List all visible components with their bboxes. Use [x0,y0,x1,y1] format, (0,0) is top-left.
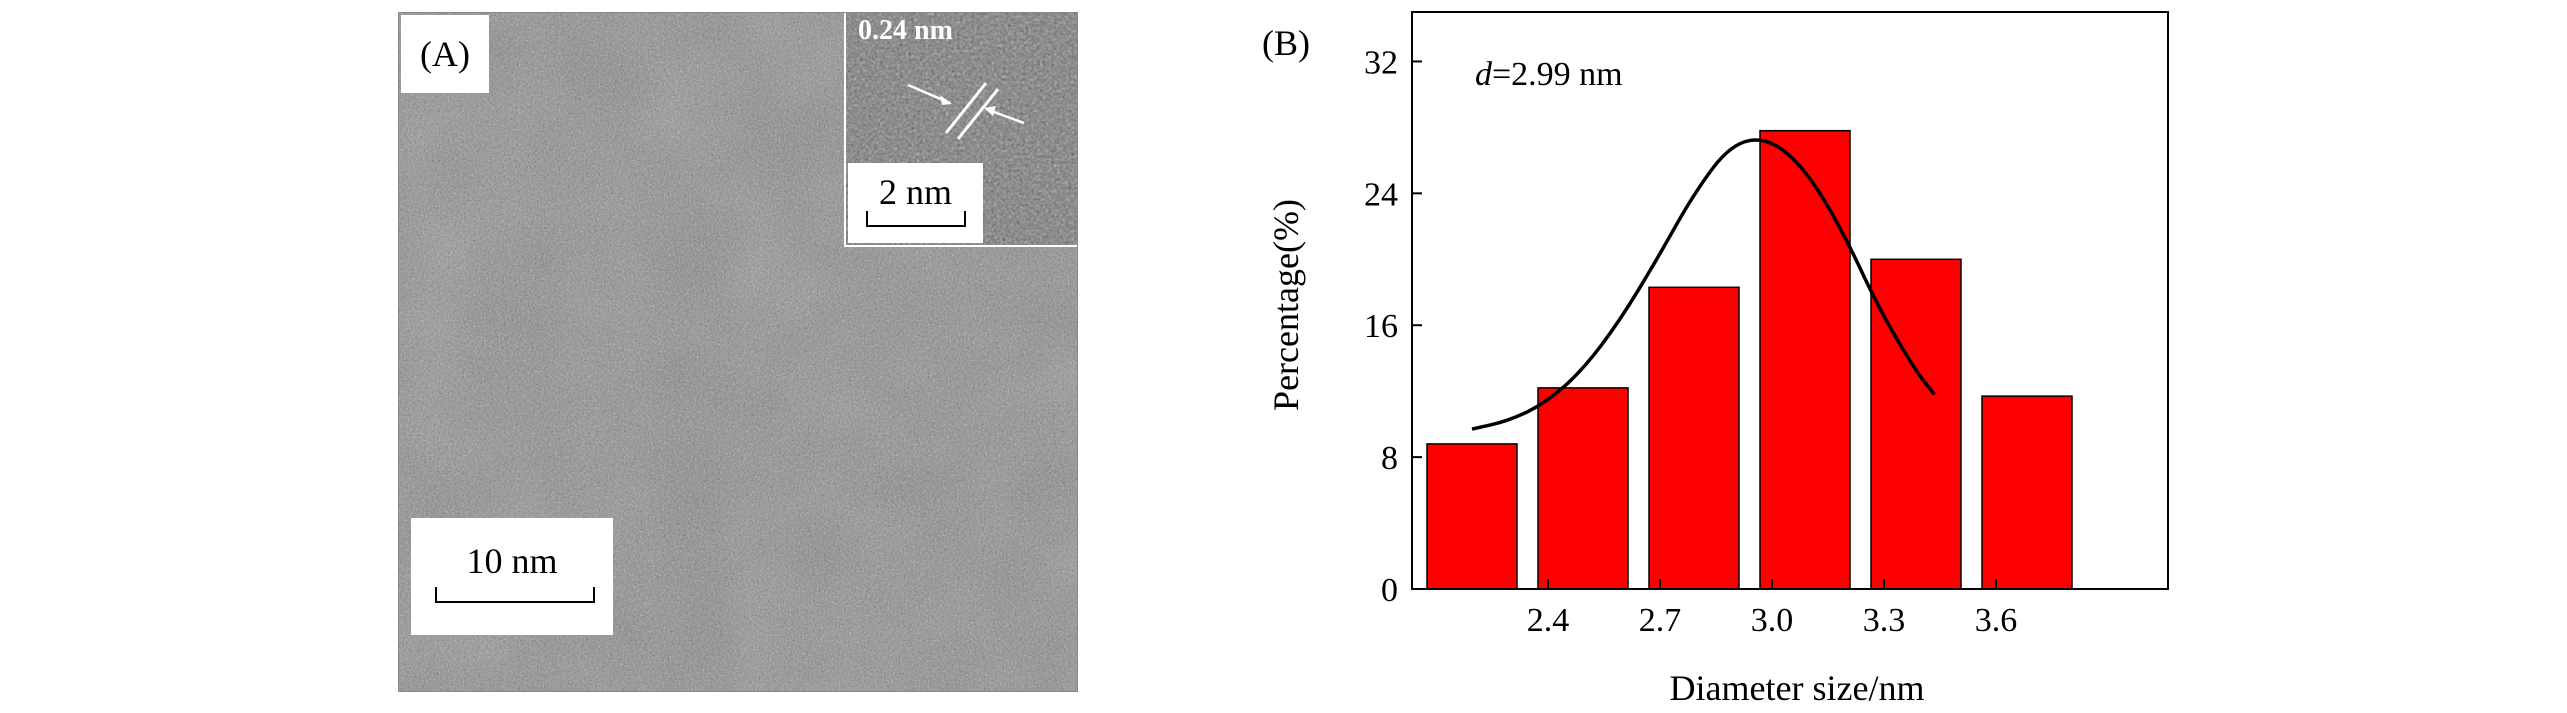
y-tick-label: 32 [1364,44,1398,81]
panel-a-label: (A) [401,15,489,93]
y-tick-label: 8 [1381,440,1398,477]
scale-bar [435,587,595,603]
lattice-spacing-label: 0.24 nm [858,15,953,46]
y-tick-label: 24 [1364,176,1398,213]
inset-scale-bar-box: 2 nm [848,163,983,243]
x-tick-label: 2.7 [1639,602,1682,639]
x-tick-label: 2.4 [1527,602,1570,639]
histogram-bar [1648,286,1740,590]
histogram-bar [1537,387,1629,590]
y-axis-label: Percentage(%) [1266,199,1306,411]
mean-diameter-annotation: d=2.99 nm [1475,56,1623,93]
histogram-bar [1981,395,2073,590]
y-tick-label: 16 [1364,308,1398,345]
panel-b-label: (B) [1262,23,1310,63]
arrow-head-icon [984,106,996,116]
arrow-head-icon [940,95,952,105]
histogram-bar [1426,443,1518,590]
scale-bar-label: 10 nm [466,541,558,581]
histogram-bar [1759,129,1851,590]
scale-bar-box: 10 nm [411,518,613,635]
tem-image: (A) 10 nm [398,12,1078,692]
x-axis-label: Diameter size/nm [1670,668,1925,708]
plot-frame [1411,11,2169,590]
inset-scale-bar-label: 2 nm [878,172,952,212]
histogram-panel: 2.4 2.7 3.0 3.3 3.6 0 8 16 24 32 (B) d=2.99 nm Di… [1240,0,2200,709]
x-tick-label: 3.6 [1975,602,2018,639]
gaussian-fit-curve [1471,138,1936,431]
annotation-symbol: d [1475,56,1493,93]
y-tick-label: 0 [1381,572,1398,609]
histogram-chart: 2.4 2.7 3.0 3.3 3.6 0 8 16 24 32 (B) d=2.99 nm Di… [1262,11,2169,708]
inset-scale-bar [866,211,966,227]
lattice-line [956,88,1000,140]
x-tick-label: 3.0 [1751,602,1794,639]
hrtem-inset: 0.24 nm 2 nm [844,13,1077,247]
annotation-value: =2.99 nm [1492,56,1623,93]
histogram-bar [1870,258,1962,590]
lattice-line [944,82,988,134]
x-tick-label: 3.3 [1863,602,1906,639]
